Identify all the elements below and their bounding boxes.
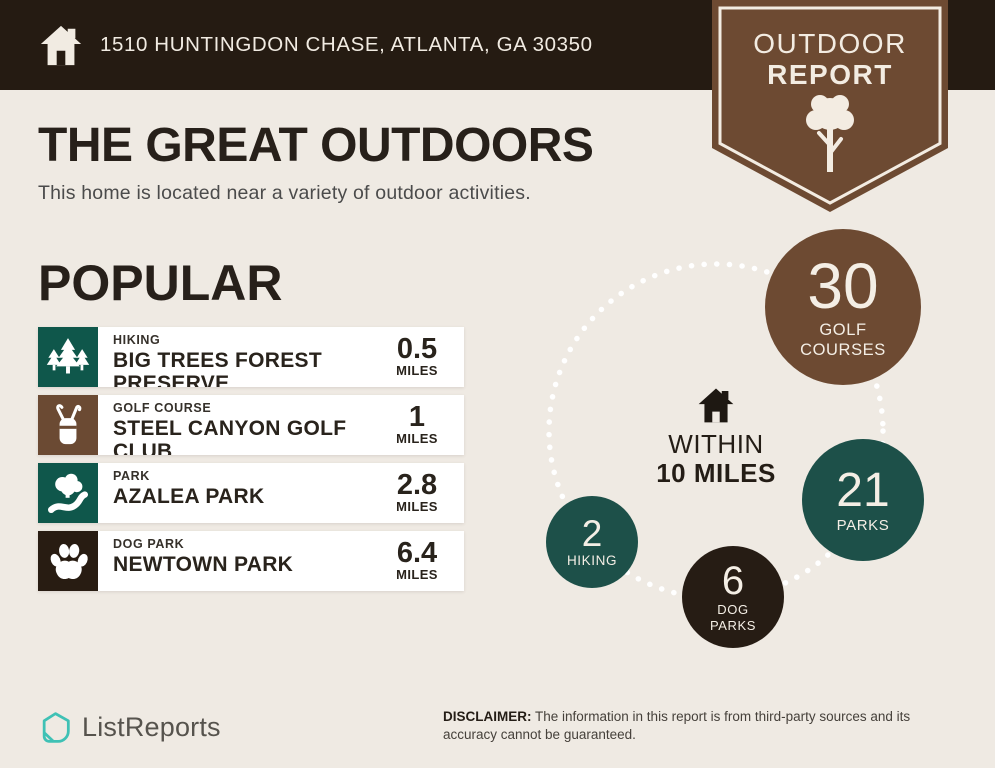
item-distance-unit: MILES — [396, 363, 438, 378]
item-name: NEWTOWN PARK — [113, 553, 294, 576]
dotted-radius-circle — [546, 261, 886, 601]
list-item-golf: GOLF COURSE STEEL CANYON GOLF CLUB 1 MIL… — [38, 395, 464, 455]
golf-bag-icon — [38, 395, 98, 455]
hiking-bubble: 2 HIKING — [546, 496, 638, 588]
item-name: AZALEA PARK — [113, 485, 265, 508]
park-tree-path-icon — [38, 463, 98, 523]
listreports-brand-text: ListReports — [82, 712, 221, 742]
item-distance: 6.4 — [396, 537, 438, 569]
list-item-hiking: HIKING BIG TREES FOREST PRESERVE 0.5 MIL… — [38, 327, 464, 387]
list-item-dog-park: DOG PARK NEWTOWN PARK 6.4 MILES — [38, 531, 464, 591]
golf-courses-count: 30 — [807, 249, 879, 322]
badge-title-line1: OUTDOOR — [753, 28, 907, 59]
popular-heading: POPULAR — [38, 255, 283, 311]
item-category: HIKING — [113, 333, 161, 347]
center-home-icon — [698, 388, 734, 423]
within-radius-label: WITHIN 10 MILES — [616, 430, 816, 488]
listreports-logo-icon — [42, 712, 70, 743]
item-distance: 2.8 — [396, 469, 438, 501]
item-name: STEEL CANYON GOLF CLUB — [113, 417, 347, 455]
dog-parks-label: DOG PARKS — [709, 601, 757, 633]
item-name: BIG TREES FOREST PRESERVE — [113, 349, 322, 387]
item-distance: 1 — [408, 401, 426, 433]
item-distance-unit: MILES — [396, 431, 438, 446]
pine-trees-icon — [38, 327, 98, 387]
item-distance-unit: MILES — [396, 499, 438, 514]
parks-label: PARKS — [836, 516, 890, 534]
golf-courses-label: GOLF COURSES — [800, 320, 886, 359]
property-address: 1510 HUNTINGDON CHASE, ATLANTA, GA 30350 — [100, 33, 593, 56]
outdoor-report-badge: OUTDOOR REPORT — [712, 0, 948, 214]
golf-courses-bubble: 30 GOLF COURSES — [765, 229, 921, 385]
page-subtitle: This home is located near a variety of o… — [38, 182, 531, 204]
badge-title-line2: REPORT — [767, 59, 893, 90]
within-line2: 10 MILES — [656, 458, 776, 488]
item-category: PARK — [113, 469, 150, 483]
disclaimer-label: DISCLAIMER: — [443, 709, 532, 724]
parks-count: 21 — [836, 463, 890, 517]
popular-list: HIKING BIG TREES FOREST PRESERVE 0.5 MIL… — [38, 327, 464, 599]
disclaimer-body: The information in this report is from t… — [443, 709, 911, 742]
home-icon — [40, 25, 82, 66]
paw-icon — [38, 531, 98, 591]
hiking-count: 2 — [581, 513, 603, 554]
item-distance-unit: MILES — [396, 567, 438, 582]
dog-parks-bubble: 6 DOG PARKS — [682, 546, 784, 648]
item-distance: 0.5 — [396, 333, 438, 365]
page-title: THE GREAT OUTDOORS — [38, 119, 594, 172]
within-line1: WITHIN — [668, 429, 764, 459]
tree-icon — [806, 95, 854, 172]
dog-parks-count: 6 — [721, 558, 745, 603]
list-item-park: PARK AZALEA PARK 2.8 MILES — [38, 463, 464, 523]
hiking-label: HIKING — [566, 553, 618, 568]
parks-bubble: 21 PARKS — [802, 439, 924, 561]
item-category: DOG PARK — [113, 537, 185, 551]
disclaimer-text: DISCLAIMER: The information in this repo… — [443, 708, 958, 743]
item-category: GOLF COURSE — [113, 401, 212, 415]
